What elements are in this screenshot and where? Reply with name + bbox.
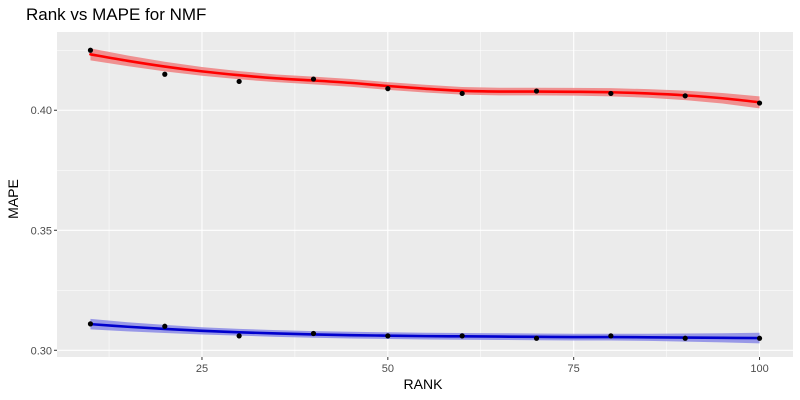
y-axis-title: MAPE — [5, 179, 21, 219]
x-tick-label: 50 — [382, 363, 394, 375]
x-tick-label: 75 — [568, 363, 580, 375]
data-point — [608, 90, 614, 97]
data-point — [533, 335, 540, 341]
data-point — [162, 71, 168, 77]
data-point — [459, 90, 465, 97]
data-point — [87, 321, 94, 327]
smooth-line-1 — [89, 322, 761, 340]
x-tick-label: 25 — [196, 363, 208, 375]
data-point — [608, 333, 614, 339]
panel-background — [57, 32, 793, 357]
x-tick-label: 100 — [750, 363, 768, 375]
data-point — [236, 78, 242, 85]
grid-lines — [57, 32, 793, 357]
y-tick-label: 0.35 — [31, 225, 52, 237]
data-point — [385, 333, 391, 339]
chart-title: Rank vs MAPE for NMF — [26, 5, 206, 24]
data-point — [756, 335, 763, 341]
data-point — [310, 76, 317, 82]
smooth-line-0 — [89, 53, 761, 104]
data-point — [756, 100, 763, 106]
data-point — [682, 335, 688, 341]
data-point — [236, 333, 242, 339]
axes: 25 50 75 100 0.30 0.35 0.40 — [31, 105, 769, 375]
series-layer — [87, 47, 763, 344]
data-point — [310, 330, 317, 337]
plot-panel — [57, 32, 793, 357]
data-point — [87, 47, 94, 53]
data-point — [682, 93, 688, 99]
x-axis-title: RANK — [404, 376, 444, 392]
data-point — [385, 86, 391, 92]
data-point — [533, 88, 540, 94]
confidence-ribbon-0 — [90, 48, 760, 109]
data-point — [162, 323, 168, 329]
data-point — [459, 333, 465, 339]
y-tick-label: 0.30 — [31, 345, 52, 357]
y-tick-label: 0.40 — [31, 105, 52, 117]
